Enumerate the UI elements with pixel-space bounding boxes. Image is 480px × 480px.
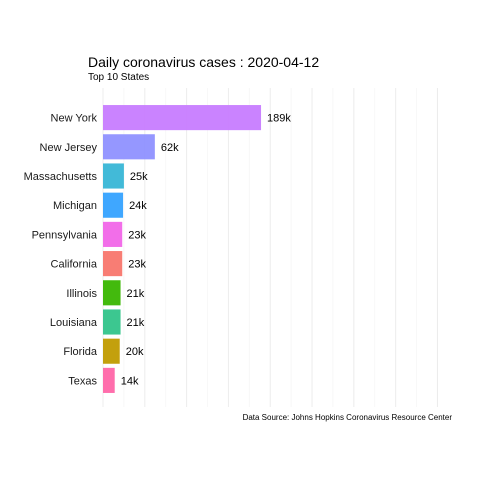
category-label: Michigan	[53, 200, 97, 212]
category-label: New Jersey	[40, 142, 98, 154]
value-label: 21k	[127, 317, 145, 329]
bar	[103, 280, 121, 306]
value-label: 21k	[127, 288, 145, 300]
value-label: 24k	[129, 200, 147, 212]
bar	[103, 367, 115, 393]
bar	[103, 251, 123, 277]
value-label: 14k	[121, 375, 139, 387]
bar	[103, 338, 120, 364]
value-label: 25k	[130, 171, 148, 183]
category-label: Illinois	[66, 288, 97, 300]
bar	[103, 163, 124, 189]
category-label: New York	[51, 113, 98, 125]
chart-caption: Data Source: Johns Hopkins Coronavirus R…	[242, 413, 452, 422]
value-label: 62k	[161, 142, 179, 154]
bar	[103, 105, 262, 131]
category-label: Massachusetts	[24, 171, 98, 183]
category-label: Florida	[63, 346, 98, 358]
bar	[103, 192, 124, 218]
value-label: 20k	[126, 346, 144, 358]
bar	[103, 221, 123, 247]
bar	[103, 309, 121, 335]
category-label: Pennsylvania	[32, 229, 98, 241]
category-label: Louisiana	[50, 317, 98, 329]
chart-title: Daily coronavirus cases : 2020-04-12	[88, 54, 320, 70]
value-label: 189k	[267, 113, 291, 125]
category-label: California	[51, 259, 98, 271]
value-label: 23k	[128, 229, 146, 241]
category-label: Texas	[68, 375, 97, 387]
chart-subtitle: Top 10 States	[88, 72, 150, 83]
bar	[103, 134, 155, 160]
value-label: 23k	[128, 259, 146, 271]
